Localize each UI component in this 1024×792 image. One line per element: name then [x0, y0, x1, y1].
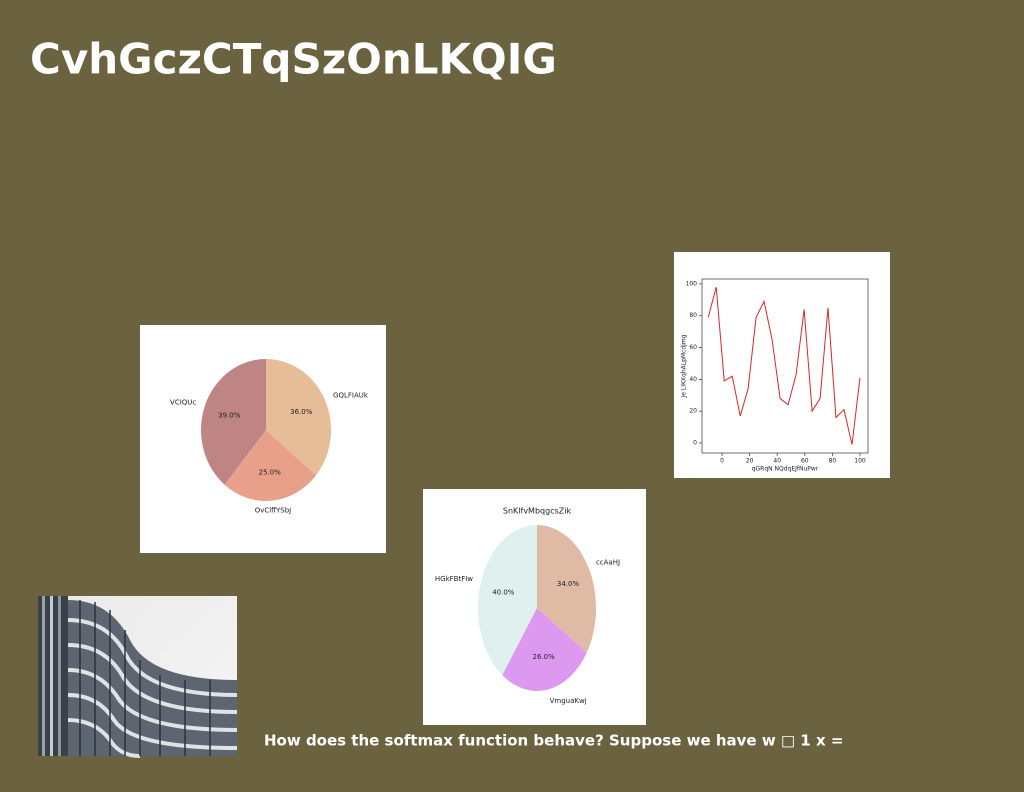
x-tick-label: 80 — [829, 458, 837, 465]
chart: SnKlfvMbqgcsZik HGkFBtFIw 40.0% VmguaKwj 26.… — [423, 489, 646, 725]
value-label: 36.0% — [290, 408, 313, 416]
pie-slice — [201, 358, 266, 485]
x-tick-label: 60 — [801, 458, 809, 465]
y-axis-label: Je LIKXqhALpMcdjmg — [681, 334, 688, 398]
pie-slice — [478, 525, 537, 676]
chart-background — [674, 252, 890, 478]
x-tick-label: 0 — [720, 458, 724, 465]
value-label: 25.0% — [259, 468, 282, 476]
data-line — [707, 286, 861, 445]
value-label: 40.0% — [492, 589, 515, 597]
value-label: 39.0% — [218, 412, 241, 420]
chart: 0 20 40 60 80 100 0 20 40 60 80 100 qGRqN NQdqEJfNuP… — [674, 252, 890, 478]
pie-slice — [502, 608, 587, 691]
y-tick-label: 20 — [689, 408, 697, 415]
x-tick-label: 20 — [746, 458, 754, 465]
pie-slice — [537, 525, 596, 653]
plot-frame — [701, 278, 869, 454]
y-tick-label: 40 — [689, 376, 697, 383]
caption: How does the softmax function behave? Su… — [264, 732, 843, 750]
chart: VCIQUc 39.0% OvClffYSbJ 25.0% GQLFIAUk 36.0% — [140, 325, 386, 553]
x-tick-label: 100 — [854, 458, 866, 465]
slice-label: VmguaKwj — [550, 697, 587, 705]
page-title: CvhGczCTqSzOnLKQIG — [30, 35, 557, 84]
slice-label: ccAaHJ — [596, 558, 620, 566]
slice-label: GQLFIAUk — [333, 392, 369, 400]
value-label: 26.0% — [533, 653, 556, 661]
x-axis-label: qGRqN NQdqEJfNuPwr — [752, 466, 819, 473]
pie-slice — [266, 359, 332, 476]
y-tick-label: 0 — [693, 439, 697, 446]
chart-title: SnKlfvMbqgcsZik — [503, 507, 572, 516]
x-tick-label: 40 — [773, 458, 781, 465]
y-tick-label: 100 — [686, 280, 698, 287]
slice-label: VCIQUc — [170, 399, 196, 407]
y-tick-label: 60 — [689, 344, 697, 351]
building-photo — [38, 596, 238, 758]
pie-slice — [224, 430, 317, 501]
y-tick-label: 80 — [689, 312, 697, 319]
value-label: 34.0% — [557, 580, 580, 588]
slice-label: OvClffYSbJ — [255, 507, 292, 515]
slice-label: HGkFBtFIw — [435, 575, 473, 583]
